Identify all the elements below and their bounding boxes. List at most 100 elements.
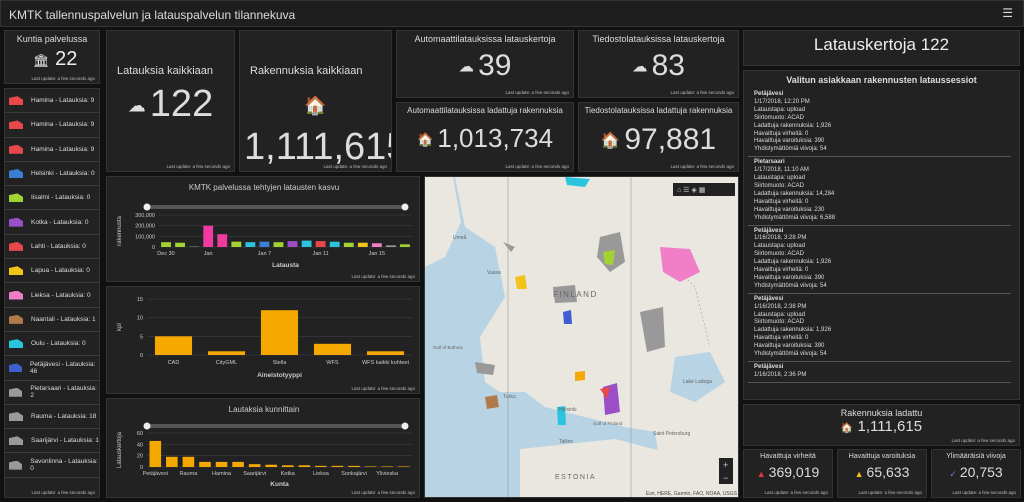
chart-title: Lautaksia kunnittain (229, 405, 300, 414)
session-line: Havaittuja virheitä: 0 (754, 335, 809, 342)
map-label: Vaasa (487, 270, 501, 276)
bar (348, 465, 360, 467)
bar (265, 464, 278, 467)
kpi-title: Tiedostolatauksissa ladattuja rakennuksi… (584, 106, 733, 115)
y-tick-label: 200,000 (135, 224, 155, 230)
session-line: Havaittuja varoituksia: 390 (754, 343, 825, 350)
sessions-list: Petäjävesi 1/17/2018, 12:20 PM Lataustapa:… (748, 89, 1011, 399)
map-label: Helsinki (559, 407, 577, 413)
map-toolbar[interactable]: ⌂ ☰ ◈ ▦ (673, 183, 735, 196)
list-label: Kotka - Latauksia: 0 (31, 218, 89, 226)
kpi-title: Automaattilatauksissa latauskertoja (414, 34, 556, 44)
kpi-title: Latauksia kaikkiaan (117, 65, 214, 77)
map-attribution: Esri, HERE, Garmin, FAO, NOAA, USGS (646, 491, 738, 497)
chart: KMTK palvelussa tehtyjen latausten kasvu… (117, 183, 412, 269)
x-tick-label: Kotka (281, 471, 296, 477)
bar (287, 241, 298, 247)
session-line: Lataustapa: upload (754, 311, 806, 318)
session-name: Petäjävesi (754, 91, 784, 97)
kpi-icon: 🏠 (416, 132, 434, 148)
footnote: Last update: a few seconds ago (166, 164, 230, 169)
list-icon (9, 193, 23, 203)
municipalities-panel: Kuntia palvelussa 🏛 22 Last update: a fe… (4, 30, 100, 84)
map-label: FINLAND (553, 290, 598, 299)
kpi-panel: Tiedostolatauksissa ladattuja rakennuksi… (578, 102, 739, 172)
session-line: 1/16/2018, 3:28 PM (754, 235, 807, 242)
panel-title: Rakennuksia ladattu (840, 408, 923, 418)
session: Petäjävesi 1/16/2018, 3:28 PM Lataustapa: … (748, 226, 1011, 294)
kpi-icon: 🏠 (304, 95, 327, 116)
slider-handle (143, 422, 151, 430)
bar (260, 310, 299, 355)
kpi-panel: Automaattilatauksissa latauskertoja ☁ 39 La… (396, 30, 574, 98)
list-item: Savonlinna - Latauksia: 0 (5, 453, 99, 478)
bar (217, 234, 228, 247)
x-axis-label: Kunta (270, 481, 289, 488)
session-name: Pietarsaari (754, 159, 785, 166)
area (485, 395, 499, 409)
area (557, 406, 566, 425)
map[interactable]: ⌂ ☰ ◈ ▦ + − Umeå Vaasa FINLAND Gulf of Bothn… (424, 176, 739, 498)
footnote: Last update: a few seconds ago (505, 164, 569, 169)
x-tick-label: Saarijärvi (243, 471, 266, 477)
map-label: Tallinn (559, 439, 573, 445)
list-icon (9, 217, 23, 227)
kpi-title: Tiedostolatauksissa latauskertoja (592, 34, 725, 44)
footnote: Last update: a few seconds ago (951, 438, 1015, 443)
kpi-panel: Tiedostolatauksissa latauskertoja ☁ 83 Last… (578, 30, 739, 98)
bar (329, 241, 340, 247)
kpi-title: Automaattilatauksissa ladattuja rakennuk… (407, 106, 563, 115)
y-axis-label: rakennusta (117, 215, 123, 245)
x-tick-label: Jan 11 (313, 251, 329, 257)
svg-text:−: − (723, 473, 728, 483)
session-line: Siirtomuoto: ACAD (754, 114, 805, 121)
list-item: Petäjävesi - Latauksia: 46 (5, 356, 99, 381)
list-label: Petäjävesi - Latauksia: 46 (29, 360, 96, 375)
area (563, 310, 572, 324)
map-label: Turku (503, 394, 516, 400)
list-item: Naantali - Latauksia: 1 (5, 308, 99, 332)
chart-panel: 0 5 10 15 kpl Aineistotyyppi CAD CityGML Stella W… (106, 286, 420, 394)
zoom[interactable]: +− (719, 458, 733, 484)
kpi-value: ☁ 122 (107, 83, 234, 126)
session-line: 1/16/2018, 2:36 PM (754, 371, 807, 378)
bar (366, 351, 405, 355)
footnote: Last update: a few seconds ago (31, 490, 95, 495)
list-label: Pietarsaari - Latauksia: 2 (30, 385, 97, 400)
bar (149, 440, 162, 467)
footnote: Last update: a few seconds ago (31, 76, 95, 81)
x-tick-label: Jan 7 (258, 251, 271, 257)
sessions-title: Valitun asiakkaan rakennusten lataussess… (786, 75, 977, 85)
x-tick-label: WFS kaikki kohteet (362, 360, 410, 366)
y-tick-label: 10 (137, 316, 143, 322)
stat-value: ✓ 20,753 (932, 464, 1020, 480)
bar (313, 343, 352, 355)
list-item: Hamina - Latauksia: 9 (5, 89, 99, 114)
x-tick-label: Hamina (212, 471, 232, 477)
bar (245, 242, 256, 247)
list-icon (9, 241, 23, 251)
list-icon (9, 290, 23, 300)
stat-number: 65,633 (866, 464, 910, 480)
list-icon (9, 169, 23, 179)
bar (298, 465, 311, 467)
stat-value: ▲ 369,019 (744, 464, 832, 480)
session: Petäjävesi 1/17/2018, 12:20 PM Lataustapa:… (748, 89, 1011, 158)
session-line: Havaittuja virheitä: 0 (754, 198, 809, 205)
list-icon (9, 412, 23, 421)
kpi-value: ☁ 39 (397, 49, 573, 83)
bar (397, 466, 410, 467)
y-tick-label: 300,000 (135, 213, 155, 219)
menu[interactable]: ☰ (1002, 6, 1013, 20)
area (603, 383, 620, 415)
list-item: Kotka - Latauksia: 0 (5, 210, 99, 235)
stat-panel: Havaittuja varoituksia ▲ 65,633 Last update… (837, 449, 927, 498)
stat-title: Ylimääräisiä viivoja (946, 453, 1006, 460)
svg-text:⌂ ☰ ◈ ▦: ⌂ ☰ ◈ ▦ (677, 187, 705, 194)
session-line: Yhdistymättömiä viivoja: 54 (754, 351, 827, 358)
kpi-title: Rakennuksia kaikkiaan (250, 65, 363, 77)
stat-icon: ▲ (854, 469, 864, 479)
list-label: Oulu - Latauksia: 0 (31, 340, 86, 348)
lake (670, 352, 725, 402)
bar (331, 465, 344, 467)
